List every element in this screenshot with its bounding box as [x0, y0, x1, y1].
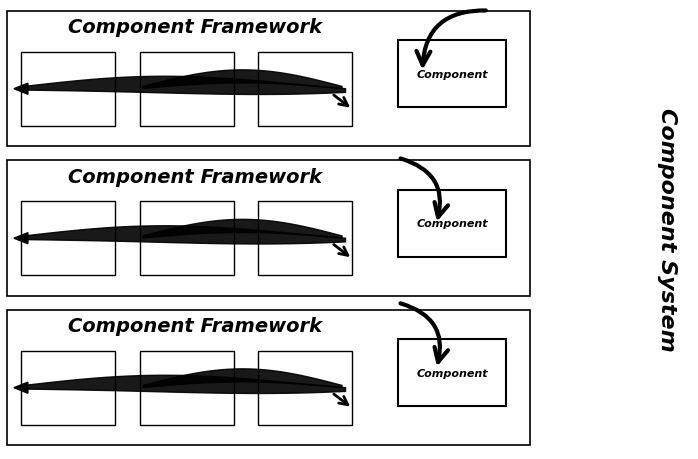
Polygon shape — [14, 382, 28, 393]
Text: Component Framework: Component Framework — [68, 18, 322, 37]
Text: Component Framework: Component Framework — [68, 317, 322, 336]
Polygon shape — [14, 233, 28, 244]
Polygon shape — [143, 369, 342, 387]
Text: Component: Component — [416, 219, 488, 229]
Bar — [258, 202, 352, 275]
Text: Component: Component — [416, 368, 488, 378]
Bar — [7, 11, 530, 147]
Polygon shape — [24, 375, 346, 394]
Polygon shape — [143, 220, 342, 239]
Polygon shape — [14, 84, 28, 95]
Polygon shape — [143, 71, 342, 89]
Bar — [140, 351, 234, 425]
Bar — [7, 161, 530, 296]
Bar — [258, 351, 352, 425]
Text: Component Framework: Component Framework — [68, 168, 322, 186]
Polygon shape — [24, 226, 346, 245]
Text: Component System: Component System — [657, 108, 676, 351]
Polygon shape — [24, 77, 346, 95]
Bar — [398, 41, 506, 108]
Bar — [21, 53, 115, 126]
Bar — [398, 190, 506, 257]
Text: Component: Component — [416, 70, 488, 79]
Bar — [7, 310, 530, 445]
Bar — [398, 340, 506, 406]
Bar — [258, 53, 352, 126]
Bar — [140, 53, 234, 126]
Bar — [140, 202, 234, 275]
Bar — [21, 351, 115, 425]
Bar — [21, 202, 115, 275]
